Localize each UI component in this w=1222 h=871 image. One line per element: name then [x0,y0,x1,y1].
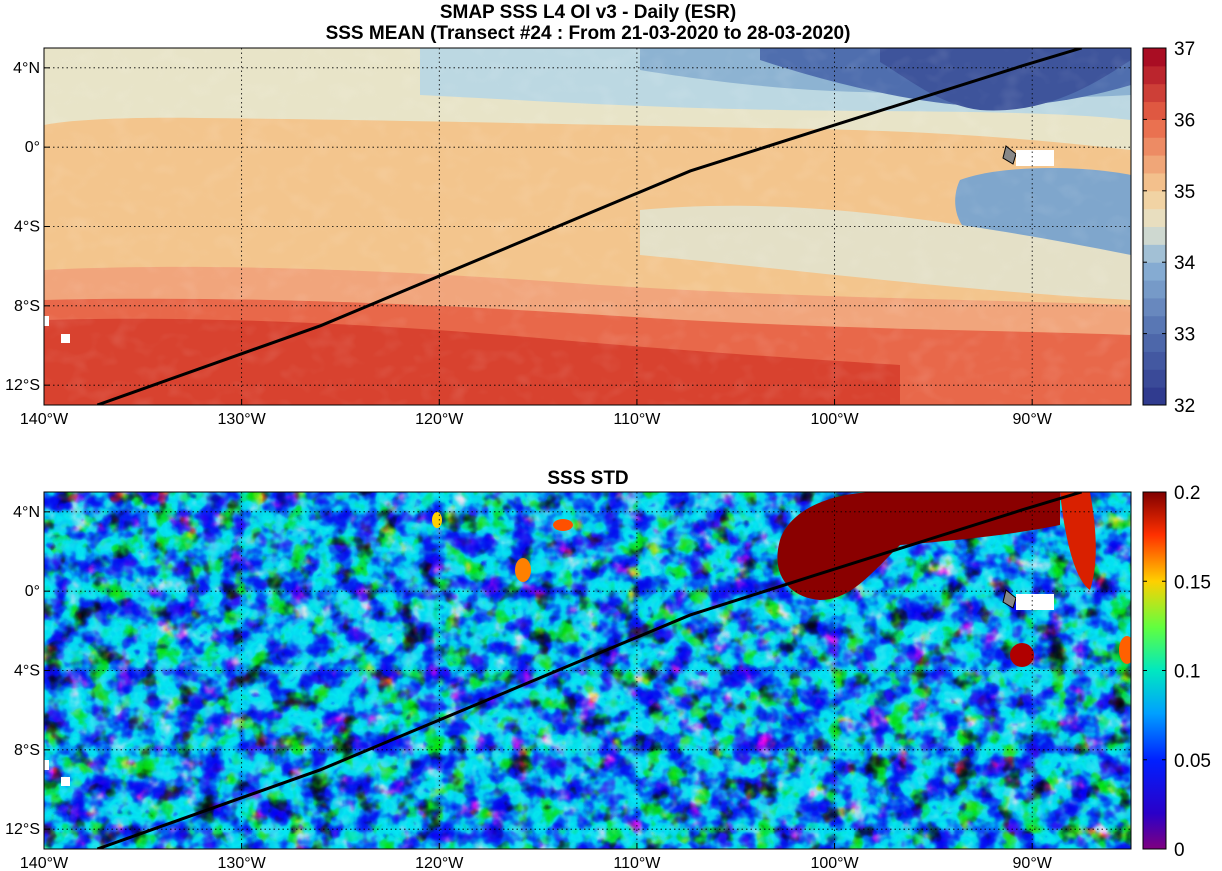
mean-colorbar-level [1143,101,1166,120]
std-y-tick-label: 4°S [14,663,40,680]
mean-colorbar-label: 36 [1174,110,1195,131]
mean-colorbar-level [1143,244,1166,263]
mean-colorbar-level [1143,333,1166,352]
std-high-patch [1060,492,1096,590]
std-y-tick-label: 0° [25,583,40,600]
mean-x-tick-label: 130°W [218,411,267,428]
mean-transect-line [96,48,1083,405]
std-high-patch [1119,636,1131,664]
mean-colorbar-level [1143,262,1166,281]
mean-gridlines [44,48,1131,405]
mean-colorbar-level [1143,208,1166,227]
no-data-patch [1016,594,1054,610]
mean-y-tick-label: 0° [25,139,40,156]
mean-colorbar-level [1143,351,1166,370]
mean-colorbar: 37 36 35 34 33 32 [1142,39,1196,417]
std-x-tick-label: 100°W [810,855,859,871]
std-colorbar-label: 0 [1174,840,1185,861]
std-y-tick-label: 4°N [13,504,40,521]
std-colorbar: 0.2 0.15 0.1 0.05 0 [1142,483,1211,861]
mean-colorbar-level [1143,119,1166,138]
mean-colorbar-label: 32 [1174,396,1195,417]
std-x-tick-label: 120°W [415,855,464,871]
std-x-tick-label: 140°W [20,855,69,871]
mean-colorbar-label: 35 [1174,182,1195,203]
mean-colorbar-level [1143,315,1166,335]
std-transect-line [96,492,1083,849]
mean-colorbar-level [1143,48,1166,67]
std-axis-ticks: 140°W 130°W 120°W 110°W 100°W 90°W 4°N 0° 4°S 8°S… [5,504,1053,871]
mean-colorbar-level [1143,155,1166,174]
mean-colorbar-label: 34 [1174,253,1196,274]
figure-title-line1: SMAP SSS L4 OI v3 - Daily (ESR) [440,2,736,23]
mean-colorbar-level [1143,190,1166,210]
std-high-patch [432,512,442,528]
std-x-tick-label: 130°W [218,855,267,871]
mean-colorbar-level [1143,369,1166,388]
mean-y-tick-label: 4°S [14,219,40,236]
sss-mean-map [44,48,1131,405]
mean-colorbar-level [1143,387,1166,406]
figure-title-line2: SSS MEAN (Transect #24 : From 21-03-2020… [326,23,851,44]
std-high-patch [515,558,531,582]
std-y-tick-label: 8°S [14,742,40,759]
std-colorbar-label: 0.2 [1174,483,1200,504]
mean-y-tick-label: 4°N [13,60,40,77]
std-panel-title: SSS STD [547,468,628,489]
mean-x-tick-label: 110°W [613,411,661,428]
std-y-tick-label: 12°S [5,821,40,838]
mean-x-tick-label: 90°W [1013,411,1053,428]
std-x-tick-label: 90°W [1013,855,1053,871]
mean-colorbar-level [1143,172,1166,192]
std-colorbar-label: 0.15 [1174,572,1211,593]
no-data-patch [44,316,49,326]
mean-colorbar-level [1143,137,1166,156]
no-data-patch [61,777,70,786]
std-colorbar-label: 0.05 [1174,751,1211,772]
no-data-patch [44,760,49,770]
mean-x-tick-label: 140°W [20,411,69,428]
std-x-tick-label: 110°W [613,855,661,871]
std-high-patch [1010,643,1034,667]
mean-colorbar-level [1143,65,1166,85]
std-colorbar-label: 0.1 [1174,662,1200,683]
mean-colorbar-level [1143,280,1166,299]
mean-axis-ticks: 140°W 130°W 120°W 110°W 100°W 90°W 4°N 0° 4°S 8°S… [5,60,1053,428]
mean-colorbar-level [1143,226,1166,245]
mean-colorbar-level [1143,297,1166,317]
mean-colorbar-level [1143,83,1166,103]
std-colorbar-gradient [1143,492,1166,849]
std-gridlines [44,492,1131,849]
mean-x-tick-label: 120°W [415,411,464,428]
std-high-patch [553,519,573,531]
no-data-patch [61,334,70,343]
mean-x-tick-label: 100°W [810,411,859,428]
mean-y-tick-label: 8°S [14,298,40,315]
no-data-patch [1016,150,1054,166]
mean-colorbar-label: 37 [1174,39,1195,60]
mean-colorbar-frame [1142,47,1167,406]
mean-y-tick-label: 12°S [5,377,40,394]
mean-colorbar-label: 33 [1174,325,1195,346]
sss-std-map [44,492,1131,849]
